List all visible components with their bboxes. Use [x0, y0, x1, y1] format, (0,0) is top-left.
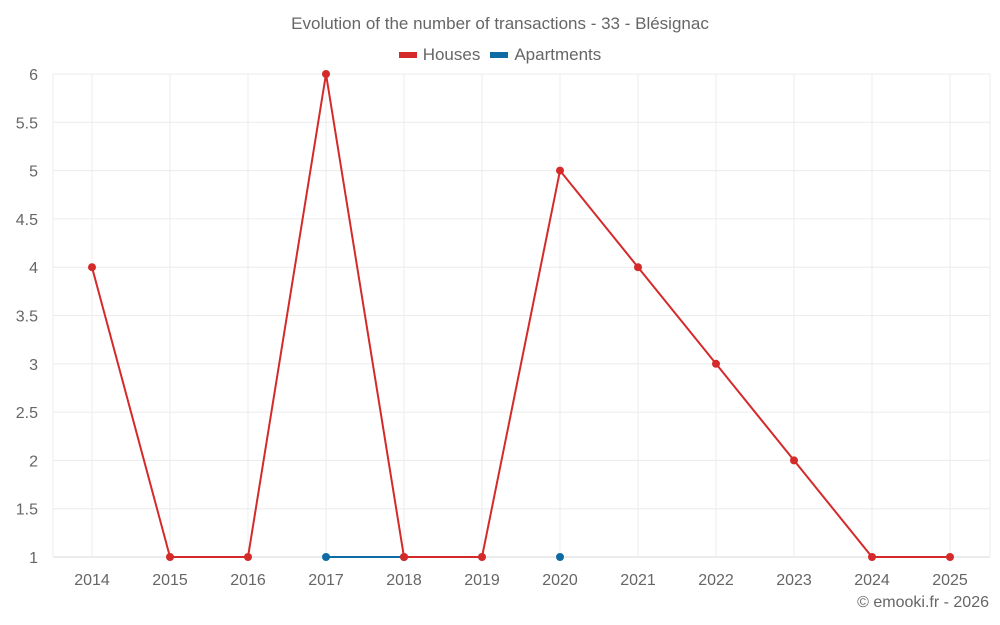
y-tick-label: 3.5 [16, 309, 38, 326]
data-point-houses [556, 166, 564, 175]
x-tick-label: 2024 [854, 572, 890, 589]
x-tick-label: 2014 [74, 572, 110, 589]
x-tick-label: 2021 [620, 572, 656, 589]
legend-label-apartments: Apartments [514, 45, 602, 64]
credit-text: © emooki.fr - 2026 [857, 594, 989, 611]
data-point-apartments [322, 553, 330, 561]
x-tick-label: 2018 [386, 572, 422, 589]
chart-legend: Houses Apartments [0, 45, 1000, 65]
legend-item-apartments[interactable]: Apartments [490, 45, 601, 65]
data-point-houses [166, 553, 174, 561]
chart-title: Evolution of the number of transactions … [291, 14, 709, 33]
x-tick-label: 2015 [152, 572, 188, 589]
y-tick-label: 4 [29, 260, 38, 277]
y-tick-label: 2.5 [16, 405, 38, 422]
y-tick-label: 2 [29, 453, 38, 470]
legend-label-houses: Houses [422, 45, 481, 64]
data-point-houses [322, 70, 330, 78]
data-point-houses [244, 553, 252, 561]
x-tick-label: 2019 [464, 572, 500, 589]
data-point-houses [634, 263, 642, 272]
x-tick-label: 2022 [698, 572, 734, 589]
y-tick-label: 1 [29, 550, 38, 567]
legend-item-houses[interactable]: Houses [398, 45, 481, 65]
houses-swatch-icon [398, 52, 417, 58]
data-point-houses [88, 263, 96, 272]
data-point-houses [478, 553, 486, 561]
y-tick-label: 6 [29, 67, 38, 84]
y-tick-label: 1.5 [16, 502, 38, 519]
data-point-houses [946, 553, 954, 561]
data-point-houses [400, 553, 408, 561]
y-tick-label: 3 [29, 357, 38, 374]
x-tick-label: 2020 [542, 572, 578, 589]
y-tick-label: 5.5 [16, 115, 38, 132]
y-tick-label: 4.5 [16, 212, 38, 229]
x-tick-label: 2017 [308, 572, 344, 589]
data-point-houses [790, 456, 798, 465]
apartments-swatch-icon [490, 52, 509, 58]
x-tick-label: 2023 [776, 572, 812, 589]
x-tick-label: 2016 [230, 572, 266, 589]
y-tick-label: 5 [29, 164, 38, 181]
series-line-houses [91, 73, 950, 558]
data-point-apartments [556, 553, 564, 561]
data-point-houses [712, 359, 720, 368]
x-tick-label: 2025 [932, 572, 968, 589]
data-point-houses [868, 553, 876, 561]
